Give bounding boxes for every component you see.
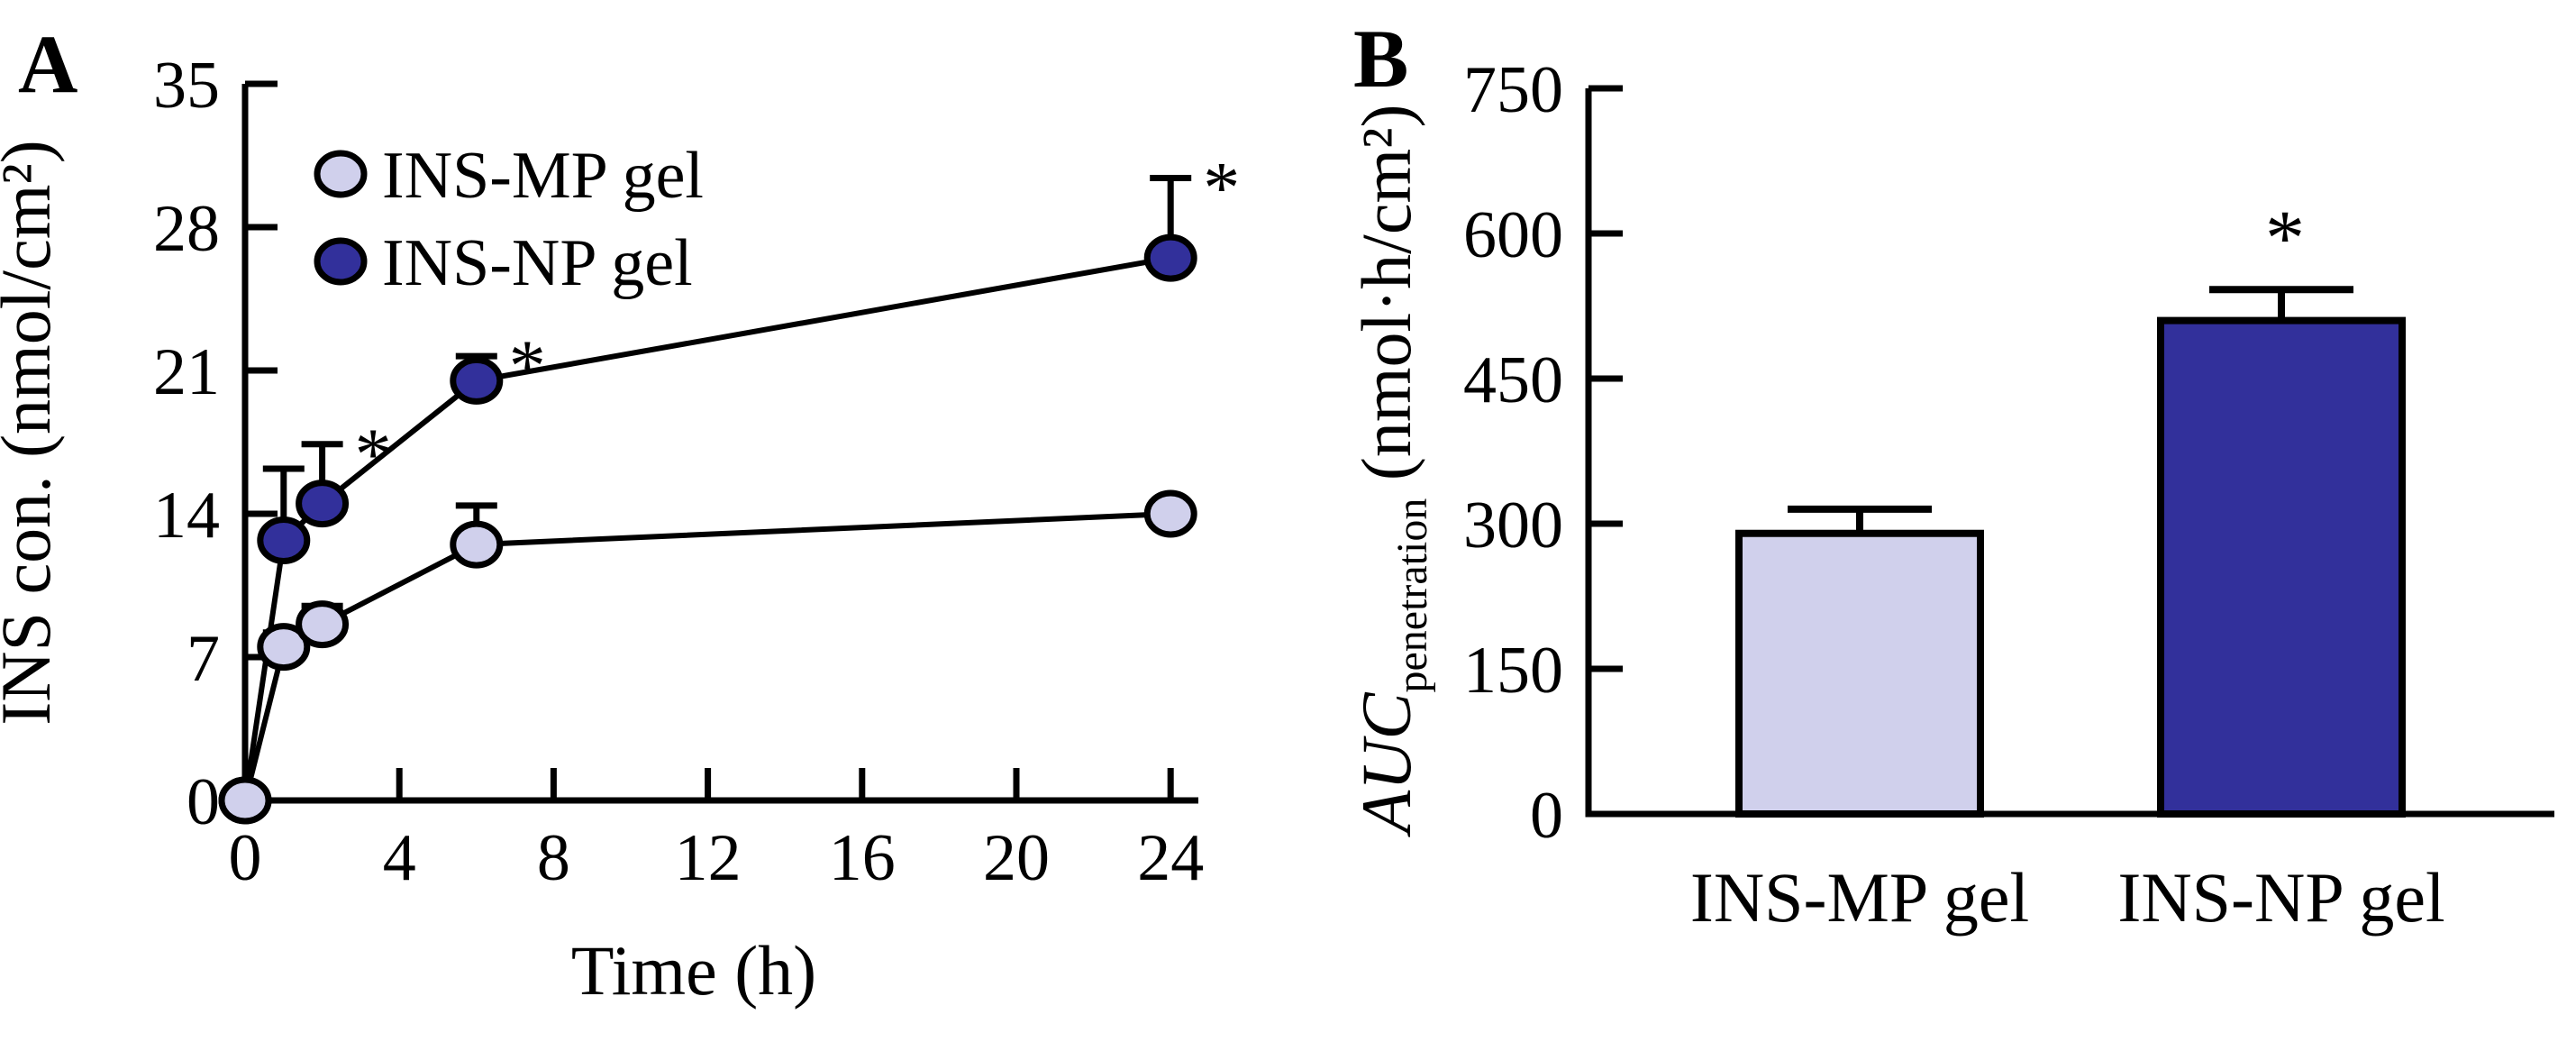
panel-a-x-tick-label: 16 (829, 821, 896, 895)
significance-asterisk: * (509, 324, 546, 407)
panel-a-x-tick-label: 8 (537, 821, 570, 895)
data-point-np-t6 (450, 356, 504, 405)
series-line-mp (242, 511, 1171, 801)
panel-b-y-tick-label: 300 (1463, 489, 1563, 562)
panel-a-y-tick-label: 21 (153, 335, 220, 409)
panel-b-y-tick-label: 450 (1463, 343, 1563, 417)
panel-a-line-chart: 0 7 14 21 28 35 0 4 8 12 16 20 24 Time (h) INS con. (n… (0, 49, 1240, 1010)
panel-b-bar-chart: 0 150 300 450 600 750 INS-MP gel * INS-NP gel AUC… (1347, 53, 2554, 937)
panel-a-label: A (18, 18, 77, 110)
panel-b-category-label: INS-NP gel (2117, 858, 2444, 937)
panel-a-x-tick-label: 12 (675, 821, 742, 895)
panel-b-y-tick-label: 750 (1463, 53, 1563, 127)
panel-b-axes (1585, 88, 2554, 818)
data-point-mp-t24 (1143, 489, 1197, 538)
series-line-np (242, 255, 1171, 801)
panel-b-y-tick-label: 600 (1463, 198, 1563, 272)
panel-b-y-tick-label: 0 (1530, 779, 1563, 853)
legend-swatch-np (314, 237, 368, 286)
data-point-np-t2 (296, 480, 350, 528)
panel-a-y-tick-label: 14 (153, 479, 220, 553)
panel-a-y-tick-label: 28 (153, 192, 220, 266)
panel-b-category-label: INS-MP gel (1690, 858, 2029, 937)
panel-a-y-tick-label: 7 (187, 622, 220, 696)
legend-label-np: INS-NP gel (382, 226, 693, 300)
data-point-mp-t1 (257, 623, 311, 672)
significance-asterisk: * (355, 413, 392, 495)
panel-a-x-axis-title: Time (h) (571, 931, 816, 1010)
data-point-np-t1 (257, 516, 311, 565)
panel-a-x-tick-label: 0 (229, 821, 262, 895)
data-point-mp-t6 (450, 520, 504, 569)
data-point-mp-t0 (218, 776, 272, 825)
panel-b-y-axis-title: AUCpenetration (nmol·h/cm²) (1347, 104, 1436, 837)
significance-asterisk: * (1203, 146, 1240, 228)
panel-b-y-tick-label: 150 (1463, 634, 1563, 708)
bar-np (2157, 316, 2406, 818)
bar-mp (1735, 529, 1984, 818)
significance-asterisk: * (2265, 195, 2305, 282)
data-point-np-t24 (1143, 233, 1197, 282)
panel-a-y-axis-title: INS con. (nmol/cm²) (0, 140, 65, 725)
panel-a-x-tick-label: 20 (983, 821, 1050, 895)
panel-a-y-tick-label: 35 (153, 49, 220, 123)
panel-b-label: B (1353, 13, 1408, 105)
legend-label-mp: INS-MP gel (382, 139, 704, 213)
panel-a-y-tick-label: 0 (187, 765, 220, 839)
data-point-mp-t2 (296, 600, 350, 649)
panel-a-x-tick-label: 4 (383, 821, 416, 895)
panel-a-x-tick-label: 24 (1137, 821, 1204, 895)
legend-swatch-mp (314, 150, 368, 198)
